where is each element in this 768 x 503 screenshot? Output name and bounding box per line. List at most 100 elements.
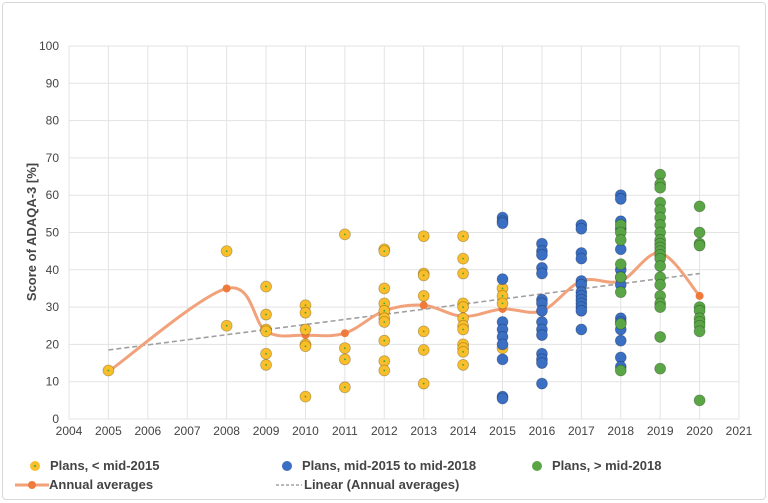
point-late bbox=[654, 181, 667, 194]
x-tick-label: 2007 bbox=[174, 424, 201, 438]
data-points bbox=[102, 168, 706, 407]
legend-marker-linear bbox=[276, 483, 302, 486]
point-late bbox=[654, 260, 667, 272]
point-mid bbox=[496, 353, 509, 366]
average-point bbox=[222, 284, 231, 293]
point-center-mark bbox=[383, 309, 386, 312]
point-center-mark bbox=[343, 347, 346, 350]
point-center-mark bbox=[422, 349, 425, 351]
average-point bbox=[340, 329, 349, 338]
point-late bbox=[654, 362, 667, 375]
point-mid bbox=[536, 248, 548, 261]
legend-marker-early bbox=[30, 460, 40, 471]
legend-marker-late bbox=[532, 460, 542, 471]
point-late bbox=[614, 258, 627, 271]
point-late bbox=[654, 331, 667, 343]
point-center-mark bbox=[304, 345, 307, 348]
point-center-mark bbox=[383, 369, 386, 372]
point-late bbox=[654, 301, 667, 314]
x-tick-label: 2018 bbox=[607, 424, 634, 438]
point-late bbox=[614, 286, 627, 299]
average-point bbox=[419, 301, 428, 310]
x-tick-label: 2011 bbox=[332, 424, 358, 438]
legend-item-late: Plans, > mid-2018 bbox=[532, 458, 661, 473]
point-center-mark bbox=[462, 317, 465, 320]
point-late bbox=[614, 271, 627, 284]
average-point bbox=[695, 291, 704, 300]
y-tick-label: 30 bbox=[46, 300, 60, 314]
point-mid bbox=[496, 273, 509, 286]
point-mid bbox=[536, 329, 548, 341]
x-tick-label: 2012 bbox=[371, 424, 398, 438]
point-late bbox=[693, 325, 706, 338]
legend-label-late: Plans, > mid-2018 bbox=[552, 458, 662, 473]
point-late bbox=[693, 200, 706, 213]
point-center-mark bbox=[265, 330, 267, 333]
point-mid bbox=[575, 252, 588, 265]
point-center-mark bbox=[225, 250, 228, 253]
point-late bbox=[614, 234, 627, 246]
x-tick-label: 2010 bbox=[292, 424, 319, 438]
x-tick-label: 2006 bbox=[134, 424, 161, 438]
y-tick-label: 40 bbox=[46, 263, 60, 277]
point-mid bbox=[575, 323, 588, 336]
x-tick-label: 2008 bbox=[213, 424, 240, 438]
legend-item-averages: Annual averages bbox=[15, 477, 153, 492]
point-mid bbox=[536, 377, 548, 390]
point-mid bbox=[614, 334, 627, 347]
point-center-mark bbox=[107, 369, 110, 372]
point-center-mark bbox=[343, 386, 346, 389]
y-axis-label: Score of ADAQA-3 [%] bbox=[24, 163, 39, 301]
point-late bbox=[693, 394, 706, 407]
legend-item-early: Plans, < mid-2015 bbox=[30, 458, 159, 473]
legend-label-linear: Linear (Annual averages) bbox=[304, 477, 460, 492]
point-center-mark bbox=[501, 295, 504, 297]
point-mid bbox=[575, 304, 588, 317]
x-tick-label: 2014 bbox=[450, 424, 477, 438]
legend-marker-mid bbox=[282, 460, 292, 471]
point-center-mark bbox=[383, 287, 386, 290]
x-tick-label: 2016 bbox=[529, 424, 556, 438]
point-center-mark bbox=[343, 358, 346, 361]
point-mid bbox=[496, 392, 509, 405]
y-tick-label: 50 bbox=[46, 226, 60, 240]
point-center-mark bbox=[383, 302, 386, 305]
gridlines bbox=[68, 45, 740, 420]
point-mid bbox=[575, 222, 588, 235]
y-tick-label: 60 bbox=[46, 188, 60, 202]
legend-label-early: Plans, < mid-2015 bbox=[50, 458, 160, 473]
point-mid bbox=[536, 357, 548, 369]
legend-item-linear: Linear (Annual averages) bbox=[276, 477, 459, 492]
y-tick-label: 0 bbox=[52, 412, 59, 426]
point-mid bbox=[536, 267, 548, 280]
point-center-mark bbox=[462, 328, 465, 331]
legend-label-mid: Plans, mid-2015 to mid-2018 bbox=[302, 458, 477, 473]
point-center-mark bbox=[383, 250, 386, 253]
point-center-mark bbox=[225, 324, 228, 327]
point-center-mark bbox=[422, 295, 425, 297]
point-center-mark bbox=[462, 364, 465, 366]
point-center-mark bbox=[265, 313, 267, 316]
x-tick-label: 2021 bbox=[726, 424, 753, 438]
x-tick-label: 2017 bbox=[568, 424, 595, 438]
point-center-mark bbox=[265, 285, 267, 288]
x-tick-label: 2020 bbox=[686, 424, 713, 438]
point-center-mark bbox=[422, 382, 425, 385]
point-center-mark bbox=[462, 306, 465, 308]
point-center-mark bbox=[265, 352, 267, 355]
point-center-mark bbox=[383, 360, 386, 363]
legend-marker-averages bbox=[15, 480, 49, 489]
point-mid bbox=[496, 217, 509, 230]
x-tick-label: 2015 bbox=[489, 424, 516, 438]
point-center-mark bbox=[462, 350, 465, 353]
point-late bbox=[614, 364, 627, 377]
point-center-mark bbox=[343, 233, 346, 236]
x-tick-label: 2009 bbox=[253, 424, 280, 438]
linear-trendline bbox=[108, 272, 700, 351]
point-center-mark bbox=[265, 364, 267, 366]
point-center-mark bbox=[304, 304, 307, 307]
point-mid bbox=[496, 338, 509, 351]
point-late bbox=[654, 278, 667, 291]
point-center-mark bbox=[304, 311, 307, 314]
